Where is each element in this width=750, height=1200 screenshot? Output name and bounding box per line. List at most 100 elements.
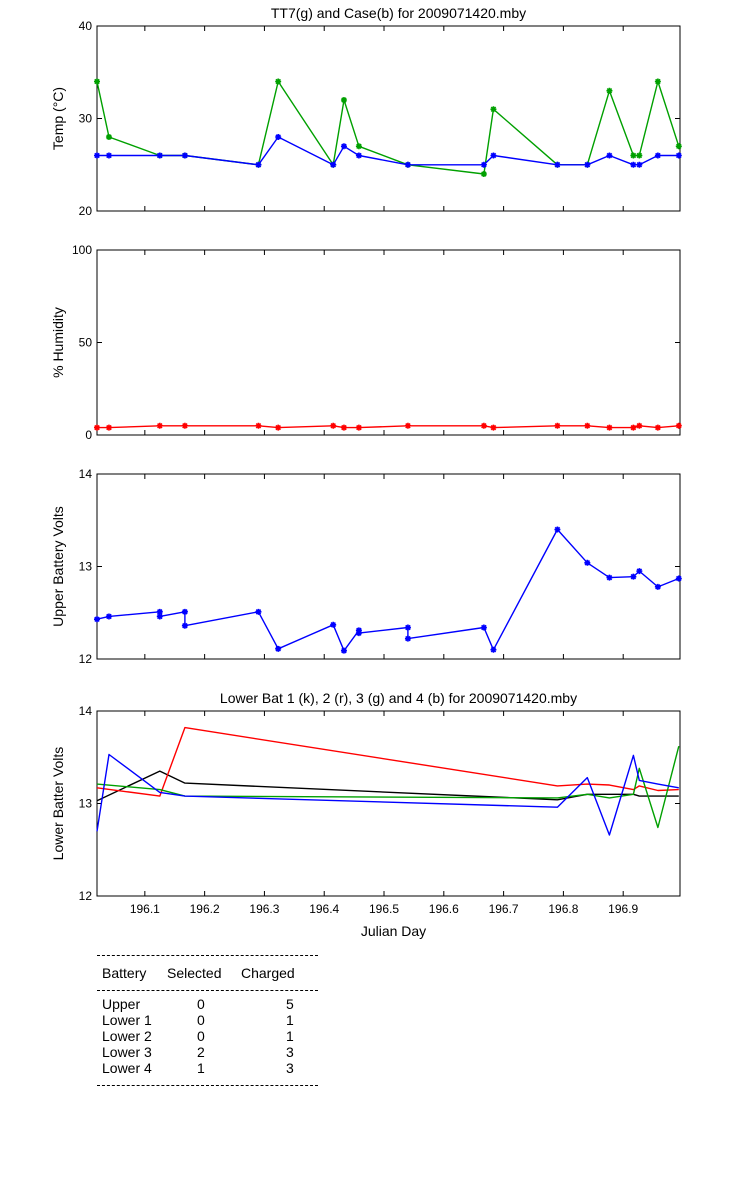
charged-count: 5 [286, 996, 294, 1012]
data-point [181, 422, 188, 429]
data-point [355, 152, 362, 159]
data-point [606, 574, 613, 581]
data-point [94, 78, 100, 85]
chart-panel-4: 12 13 14 196.1 196.2 196.3 196.4 196.5 196.6 196.… [50, 690, 681, 939]
data-point [94, 152, 100, 159]
data-point [630, 573, 637, 580]
selected-count: 2 [197, 1044, 205, 1060]
data-point [105, 152, 112, 159]
data-point [340, 97, 347, 103]
data-point [654, 583, 661, 590]
table-top-rule [97, 955, 318, 956]
data-point [654, 78, 661, 85]
x-tick-label: 196.2 [190, 902, 220, 916]
plot-frame [96, 710, 681, 897]
data-point [275, 424, 282, 431]
y-axis-label: % Humidity [50, 307, 66, 378]
selected-count: 0 [197, 996, 205, 1012]
data-point [340, 143, 347, 150]
data-point [181, 152, 188, 159]
data-point [675, 575, 682, 582]
data-point [630, 152, 637, 159]
battery-table: Battery Selected Charged Upper 0 5 Lower… [97, 955, 318, 1086]
data-point [181, 622, 188, 629]
data-point [630, 424, 637, 431]
data-point [156, 613, 163, 620]
y-tick-label: 30 [79, 112, 93, 126]
data-point [490, 424, 497, 431]
data-point [255, 422, 262, 429]
header-battery: Battery [102, 965, 147, 981]
data-point [490, 106, 497, 113]
data-point [636, 152, 643, 159]
charged-count: 1 [286, 1028, 294, 1044]
data-point [404, 161, 411, 168]
y-axis-label: Temp (°C) [50, 87, 66, 150]
y-axis-label: Lower Batter Volts [50, 747, 66, 861]
x-tick-label: 196.4 [309, 902, 339, 916]
selected-count: 0 [197, 1012, 205, 1028]
data-point [480, 161, 487, 168]
y-tick-label: 13 [79, 560, 93, 574]
chart-panel-1: 20 30 40 TT7(g) and Case(b) for 2009071420.… [50, 5, 682, 218]
chart-title: Lower Bat 1 (k), 2 (r), 3 (g) and 4 (b) … [220, 690, 577, 706]
data-point [275, 78, 282, 85]
series-line-1 [96, 528, 680, 652]
data-point [654, 152, 661, 159]
data-point [480, 422, 487, 429]
data-point [584, 559, 591, 566]
battery-name: Lower 4 [102, 1060, 152, 1076]
charged-count: 3 [286, 1044, 294, 1060]
data-point [255, 161, 262, 168]
data-point [554, 526, 561, 533]
x-tick-label: 196.7 [489, 902, 519, 916]
battery-name: Lower 1 [102, 1012, 152, 1028]
data-point [156, 152, 163, 159]
data-point [606, 152, 613, 159]
x-tick-label: 196.9 [608, 902, 638, 916]
data-point [330, 422, 337, 429]
data-point [404, 422, 411, 429]
data-point [105, 134, 112, 140]
header-charged: Charged [241, 965, 295, 981]
data-point [675, 422, 682, 429]
battery-name: Upper [102, 996, 141, 1012]
y-tick-label: 14 [79, 704, 93, 718]
selected-count: 1 [197, 1060, 205, 1076]
x-tick-label: 196.3 [249, 902, 279, 916]
battery-name: Lower 3 [102, 1044, 152, 1060]
data-point [480, 171, 487, 177]
data-point [584, 422, 591, 429]
data-point [275, 645, 282, 652]
data-point [330, 621, 337, 628]
data-point [355, 630, 362, 637]
data-point [606, 424, 613, 431]
charged-count: 1 [286, 1012, 294, 1028]
data-point [105, 424, 112, 431]
y-axis-label: Upper Battery Volts [50, 506, 66, 627]
data-point [355, 424, 362, 431]
table-row: Lower 2 0 1 [97, 1028, 318, 1044]
table-bottom-rule [97, 1085, 318, 1086]
data-point [255, 608, 262, 615]
data-point [156, 422, 163, 429]
data-point [630, 161, 637, 168]
x-tick-label: 196.1 [130, 902, 160, 916]
data-point [606, 87, 613, 94]
x-tick-label: 196.8 [548, 902, 578, 916]
plot-frame [96, 25, 681, 212]
x-tick-label: 196.6 [429, 902, 459, 916]
data-point [636, 568, 643, 575]
plot-frame [96, 249, 681, 436]
data-point [636, 422, 643, 429]
data-point [355, 143, 362, 150]
data-point [181, 608, 188, 615]
x-axis-label: Julian Day [361, 923, 426, 939]
data-point [275, 134, 282, 140]
y-tick-label: 13 [79, 797, 93, 811]
battery-name: Lower 2 [102, 1028, 152, 1044]
y-tick-label: 50 [79, 336, 93, 350]
data-point [94, 424, 100, 431]
table-row: Lower 3 2 3 [97, 1044, 318, 1060]
data-point [584, 161, 591, 168]
